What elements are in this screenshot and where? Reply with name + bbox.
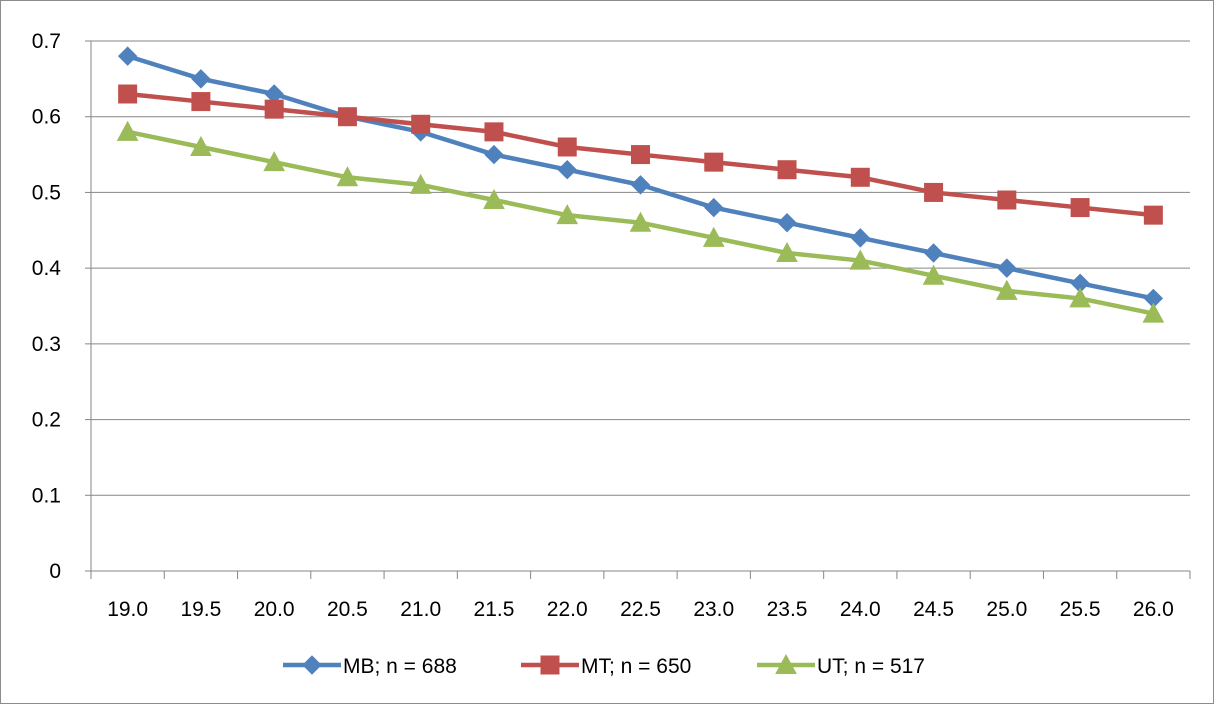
data-point (1070, 198, 1090, 218)
data-point (997, 190, 1017, 210)
data-point (484, 122, 504, 142)
x-tick-label: 20.0 (254, 598, 295, 621)
data-point (777, 213, 797, 233)
legend-label: MB; n = 688 (343, 655, 457, 678)
x-tick-label: 26.0 (1133, 598, 1174, 621)
data-point (190, 135, 212, 156)
data-point (629, 211, 652, 232)
x-tick-labels: 19.0 19.5 20.0 20.5 21.0 21.5 22.0 22.5 23.0 23.5… (107, 598, 1174, 621)
legend-marker (540, 655, 560, 675)
legend-label: MT; n = 650 (581, 655, 691, 678)
data-point (631, 145, 650, 165)
y-tick-label: 0.6 (32, 106, 61, 129)
data-point (117, 46, 138, 66)
series-square-1 (118, 84, 1163, 225)
x-tick-label: 23.5 (767, 598, 808, 621)
data-point (264, 99, 284, 119)
data-point (263, 151, 286, 172)
x-tick-label: 20.5 (327, 598, 368, 621)
y-tick-label: 0.4 (32, 257, 62, 280)
data-point (337, 107, 357, 127)
x-tick-label: 24.0 (840, 598, 881, 621)
data-point (995, 279, 1018, 300)
legend-entry: UT; n = 517 (757, 653, 925, 678)
data-point (850, 167, 870, 187)
data-point (924, 182, 944, 202)
y-tick-label: 0.7 (32, 30, 61, 53)
data-point (409, 173, 432, 194)
x-tick-label: 22.0 (547, 598, 588, 621)
x-tick-label: 22.5 (620, 598, 661, 621)
data-point (483, 188, 505, 209)
data-point (776, 241, 798, 262)
data-point (922, 264, 945, 285)
data-point (411, 114, 431, 134)
x-tick-label: 19.5 (180, 598, 221, 621)
y-tick-label: 0.1 (32, 484, 61, 507)
data-point (118, 84, 138, 104)
data-point (556, 204, 579, 225)
data-point (923, 243, 944, 263)
legend-entry: MT; n = 650 (521, 655, 691, 678)
data-point (997, 258, 1017, 278)
data-point (704, 152, 724, 172)
x-tick-label: 19.0 (107, 598, 148, 621)
legend-marker (775, 653, 797, 674)
data-point (1069, 287, 1091, 308)
x-tick-label: 21.5 (474, 598, 515, 621)
y-tick-label: 0.2 (32, 409, 61, 432)
series-diamond-0 (117, 46, 1164, 309)
y-tick-label: 0.5 (32, 181, 61, 204)
data-point (1142, 302, 1165, 323)
data-point (191, 69, 211, 89)
y-tick-label: 0 (49, 560, 61, 583)
data-point (702, 226, 725, 247)
data-point (630, 175, 651, 195)
x-tick-label: 24.5 (913, 598, 954, 621)
data-point (557, 137, 577, 157)
legend: MB; n = 688 MT; n = 650 UT; n = 517 (283, 653, 925, 678)
data-point (777, 160, 797, 180)
data-point (557, 160, 577, 180)
data-point (336, 166, 359, 187)
x-tick-label: 25.0 (986, 598, 1027, 621)
legend-label: UT; n = 517 (817, 655, 925, 678)
legend-entry: MB; n = 688 (283, 655, 457, 678)
data-point (704, 197, 724, 218)
data-point (849, 249, 872, 270)
legend-marker (302, 655, 322, 675)
x-tick-label: 23.0 (693, 598, 734, 621)
data-point (850, 228, 871, 248)
data-point (116, 120, 139, 141)
data-point (1143, 205, 1163, 225)
data-point (484, 144, 504, 165)
x-tick-label: 25.5 (1060, 598, 1101, 621)
data-point (191, 92, 211, 112)
y-tick-label: 0.3 (32, 333, 61, 356)
series-lines (116, 46, 1165, 323)
y-tick-labels: 0 0.1 0.2 0.3 0.4 0.5 0.6 0.7 (32, 30, 62, 583)
axes (85, 40, 1191, 579)
series-triangle-2 (116, 120, 1165, 323)
x-tick-label: 21.0 (400, 598, 441, 621)
